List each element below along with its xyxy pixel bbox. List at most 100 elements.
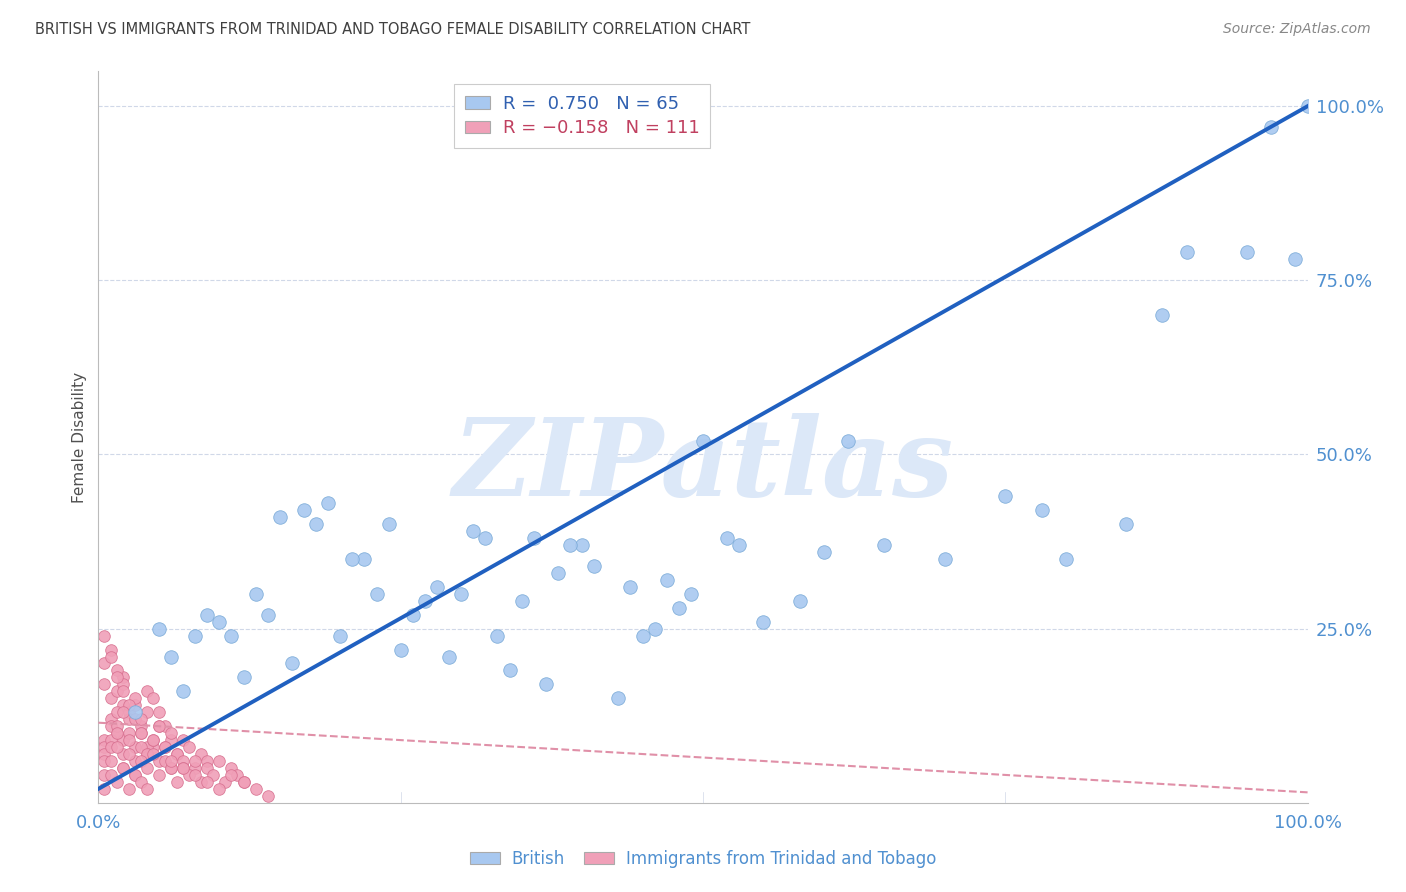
Point <box>166 747 188 761</box>
Point <box>148 705 170 719</box>
Point <box>607 691 630 706</box>
Point <box>100 754 122 768</box>
Point <box>1115 517 1137 532</box>
Point <box>450 587 472 601</box>
Point <box>124 691 146 706</box>
Point <box>389 642 412 657</box>
Point <box>142 691 165 706</box>
Point <box>118 747 141 761</box>
Point <box>184 629 207 643</box>
Point <box>105 705 128 719</box>
Point <box>160 761 183 775</box>
Point <box>105 664 128 678</box>
Point <box>486 629 509 643</box>
Point <box>93 768 115 782</box>
Point <box>583 558 606 573</box>
Point <box>105 670 128 684</box>
Point <box>105 726 128 740</box>
Legend: R =  0.750   N = 65, R = −0.158   N = 111: R = 0.750 N = 65, R = −0.158 N = 111 <box>454 84 710 148</box>
Point <box>1236 245 1258 260</box>
Point <box>148 622 170 636</box>
Point <box>994 489 1017 503</box>
Point <box>148 719 170 733</box>
Point <box>813 545 835 559</box>
Point <box>124 768 146 782</box>
Point <box>202 768 225 782</box>
Point <box>111 747 134 761</box>
Point <box>135 781 157 796</box>
Point <box>148 768 170 782</box>
Text: BRITISH VS IMMIGRANTS FROM TRINIDAD AND TOBAGO FEMALE DISABILITY CORRELATION CHA: BRITISH VS IMMIGRANTS FROM TRINIDAD AND … <box>35 22 751 37</box>
Point <box>148 719 170 733</box>
Point <box>172 754 194 768</box>
Point <box>692 434 714 448</box>
Point <box>135 747 157 761</box>
Point <box>377 517 399 532</box>
Point <box>153 740 176 755</box>
Point <box>366 587 388 601</box>
Point <box>160 761 183 775</box>
Point <box>498 664 520 678</box>
Point <box>100 740 122 755</box>
Point <box>93 629 115 643</box>
Point <box>619 580 641 594</box>
Point <box>305 517 328 532</box>
Point <box>644 622 666 636</box>
Point <box>1175 245 1198 260</box>
Point <box>111 761 134 775</box>
Point <box>523 531 546 545</box>
Point <box>118 726 141 740</box>
Point <box>221 629 243 643</box>
Point <box>93 733 115 747</box>
Point <box>728 538 751 552</box>
Point <box>437 649 460 664</box>
Point <box>100 733 122 747</box>
Point <box>135 684 157 698</box>
Point <box>153 719 176 733</box>
Point <box>153 754 176 768</box>
Point <box>208 781 231 796</box>
Point <box>100 649 122 664</box>
Point <box>655 573 678 587</box>
Point <box>142 733 165 747</box>
Point <box>160 726 183 740</box>
Point <box>129 712 152 726</box>
Point <box>129 775 152 789</box>
Point <box>221 761 243 775</box>
Point <box>342 552 364 566</box>
Point <box>166 747 188 761</box>
Point <box>934 552 956 566</box>
Point <box>100 642 122 657</box>
Point <box>1296 99 1319 113</box>
Point <box>105 740 128 755</box>
Point <box>124 754 146 768</box>
Point <box>100 768 122 782</box>
Point <box>118 712 141 726</box>
Point <box>184 754 207 768</box>
Point <box>232 775 254 789</box>
Point <box>426 580 449 594</box>
Point <box>129 740 152 755</box>
Point <box>160 649 183 664</box>
Point <box>148 754 170 768</box>
Point <box>105 719 128 733</box>
Point <box>184 761 207 775</box>
Point <box>595 120 617 134</box>
Point <box>752 615 775 629</box>
Point <box>124 698 146 713</box>
Point <box>111 733 134 747</box>
Point <box>93 747 115 761</box>
Point <box>118 781 141 796</box>
Point <box>190 747 212 761</box>
Point <box>232 670 254 684</box>
Point <box>1260 120 1282 134</box>
Point <box>474 531 496 545</box>
Point <box>195 775 218 789</box>
Point <box>226 768 249 782</box>
Point <box>208 615 231 629</box>
Point <box>111 698 134 713</box>
Point <box>716 531 738 545</box>
Point <box>413 594 436 608</box>
Point <box>111 684 134 698</box>
Point <box>195 761 218 775</box>
